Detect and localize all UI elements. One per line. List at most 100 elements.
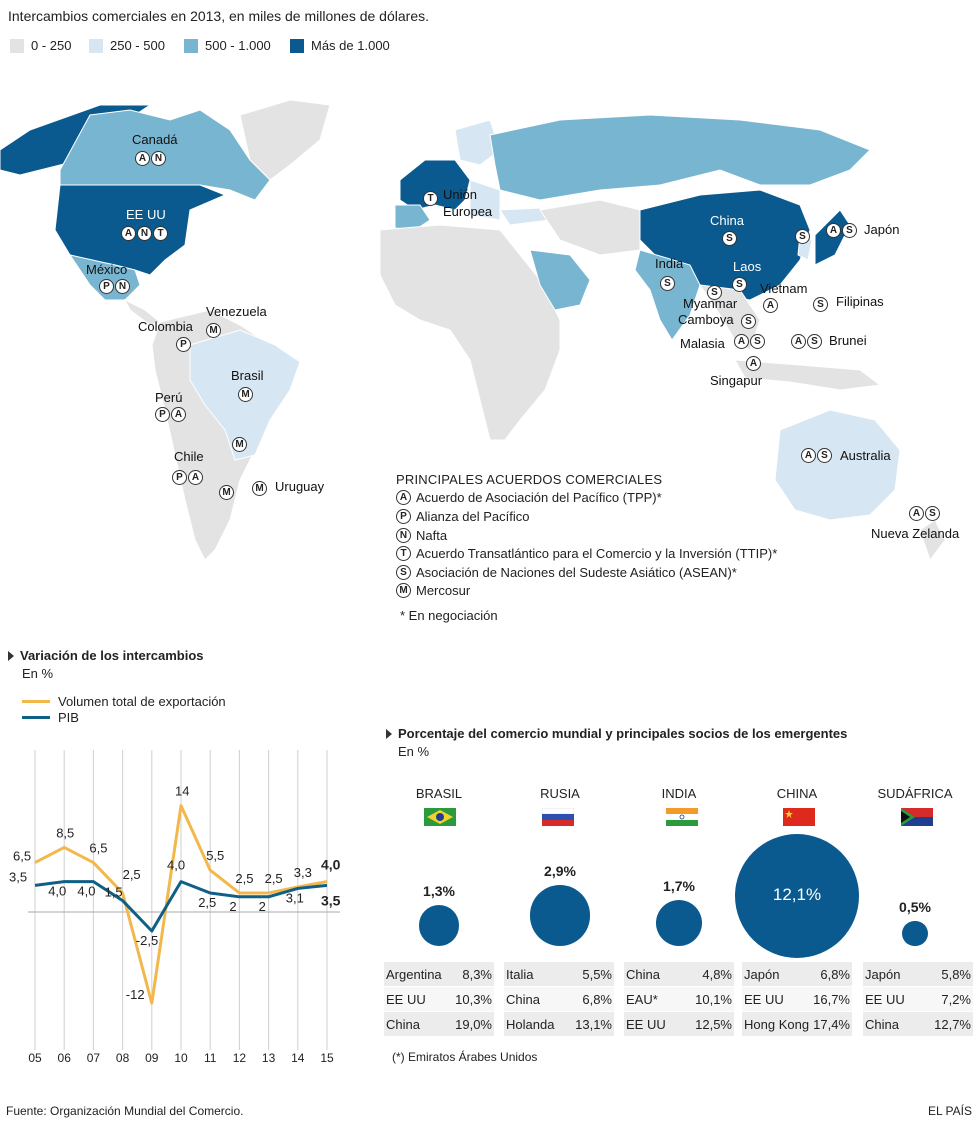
table-row: China 12,7% [863,1011,973,1037]
table-row: EE UU 16,7% [742,986,852,1012]
badge-N: N [151,151,166,167]
table-row: Italia 5,5% [504,962,614,987]
partner-name: EAU* [624,986,681,1012]
australia-shape [774,409,901,521]
label-japon: Japón [864,222,900,237]
legend-500-1000: 500 - 1.000 [184,38,271,53]
label-malasia: Malasia [680,336,725,351]
country-header: BRASIL [415,786,463,801]
legend-swatch [184,38,198,53]
x-tick-label: 15 [320,1051,334,1065]
share-bubble [902,920,928,946]
partner-share: 7,2% [919,986,973,1012]
label-uruguay: Uruguay [275,479,325,494]
map-title: Intercambios comerciales en 2013, en mil… [8,8,429,24]
partner-name: EE UU [624,1011,681,1037]
label-nz: Nueva Zelanda [871,526,960,541]
x-tick-label: 10 [174,1051,188,1065]
gdp-data-label: 2,5 [198,895,216,910]
partner-share: 10,3% [449,986,494,1012]
country-header: SUDÁFRICA [877,786,953,801]
export-data-label: 4,0 [321,857,341,873]
table-row: EE UU 12,5% [624,1011,734,1037]
gdp-data-label: 4,0 [77,884,95,899]
agreements-note: * En negociación [400,608,498,623]
export-data-label: 2,5 [265,871,283,886]
x-tick-label: 12 [233,1051,247,1065]
export-data-label: 8,5 [56,825,74,840]
source-text: Fuente: Organización Mundial del Comerci… [6,1104,244,1118]
agreement-item: P Alianza del Pacífico [396,509,529,524]
badges-singapur: A [746,355,762,373]
partners-table: Italia 5,5% China 6,8% Holanda 13,1% [504,962,614,1037]
world-map [0,99,946,562]
export-data-label: 3,3 [294,865,312,880]
partner-share: 10,1% [680,986,734,1012]
legend-line-export [22,700,50,703]
badges-colombia: P [176,336,192,354]
gdp-data-label: 2 [259,899,266,914]
share-bubble [655,899,703,946]
x-tick-label: 13 [262,1051,276,1065]
line-chart-unit: En % [22,666,54,681]
partner-share: 16,7% [811,986,852,1012]
label-mexico: México [86,262,128,277]
x-tick-label: 05 [28,1051,42,1065]
table-row: China 6,8% [504,986,614,1012]
legend-250-500: 250 - 500 [89,38,165,53]
gdp-data-label: 3,5 [9,869,27,884]
badge-icon: T [396,546,411,561]
table-row: EAU* 10,1% [624,986,734,1012]
gdp-data-label: 3,1 [286,890,304,905]
label-colombia: Colombia [138,319,193,334]
table-row: China 19,0% [384,1011,494,1037]
emerging-title: Porcentaje del comercio mundial y princi… [386,726,847,741]
gdp-data-label: -2,5 [136,933,158,948]
brand-logo: EL PAÍS [927,1104,972,1118]
badges-argentina-1: M [232,436,248,454]
partner-name: Japón [863,962,920,987]
gdp-data-label: 1,5 [105,885,123,900]
share-bubble [529,885,591,946]
partner-share: 12,5% [680,1011,734,1037]
saudi-shape [529,249,591,311]
badge-icon: M [396,583,411,598]
share-label: 0,5% [899,898,931,915]
badges-brasil: M [238,386,254,404]
label-ue-1: Unión [443,187,477,202]
partner-name: Italia [504,962,566,987]
legend-export: Volumen total de exportación [22,694,226,709]
emerging-footnote: (*) Emiratos Árabes Unidos [392,1050,538,1064]
russia-shape [489,114,871,201]
x-tick-label: 07 [87,1051,101,1065]
badges-india: S [660,275,676,293]
partner-share: 5,8% [919,962,973,987]
badge-icon: A [396,490,411,505]
export-data-label: 6,5 [13,849,31,864]
country-header: RUSIA [540,786,580,801]
badge-icon: N [396,528,411,543]
label-laos: Laos [733,259,762,274]
label-filipinas: Filipinas [836,294,884,309]
partner-share: 8,3% [449,962,494,987]
partner-name: Japón [742,962,812,987]
label-vietnam: Vietnam [760,281,808,296]
line-chart-title: Variación de los intercambios [8,648,204,663]
export-data-label: -12 [126,987,145,1002]
partner-name: China [863,1011,920,1037]
partner-share: 19,0% [449,1011,494,1037]
agreement-item: S Asociación de Naciones del Sudeste Asiá… [396,565,737,580]
badges-camboya: S [741,313,757,331]
agreement-item: T Acuerdo Transatlántico para el Comercio… [396,546,777,561]
x-tick-label: 14 [291,1051,305,1065]
table-row: Argentina 8,3% [384,962,494,987]
gdp-data-label: 4,0 [167,858,185,873]
china-flag-icon [783,808,815,826]
legend-0-250: 0 - 250 [10,38,71,53]
